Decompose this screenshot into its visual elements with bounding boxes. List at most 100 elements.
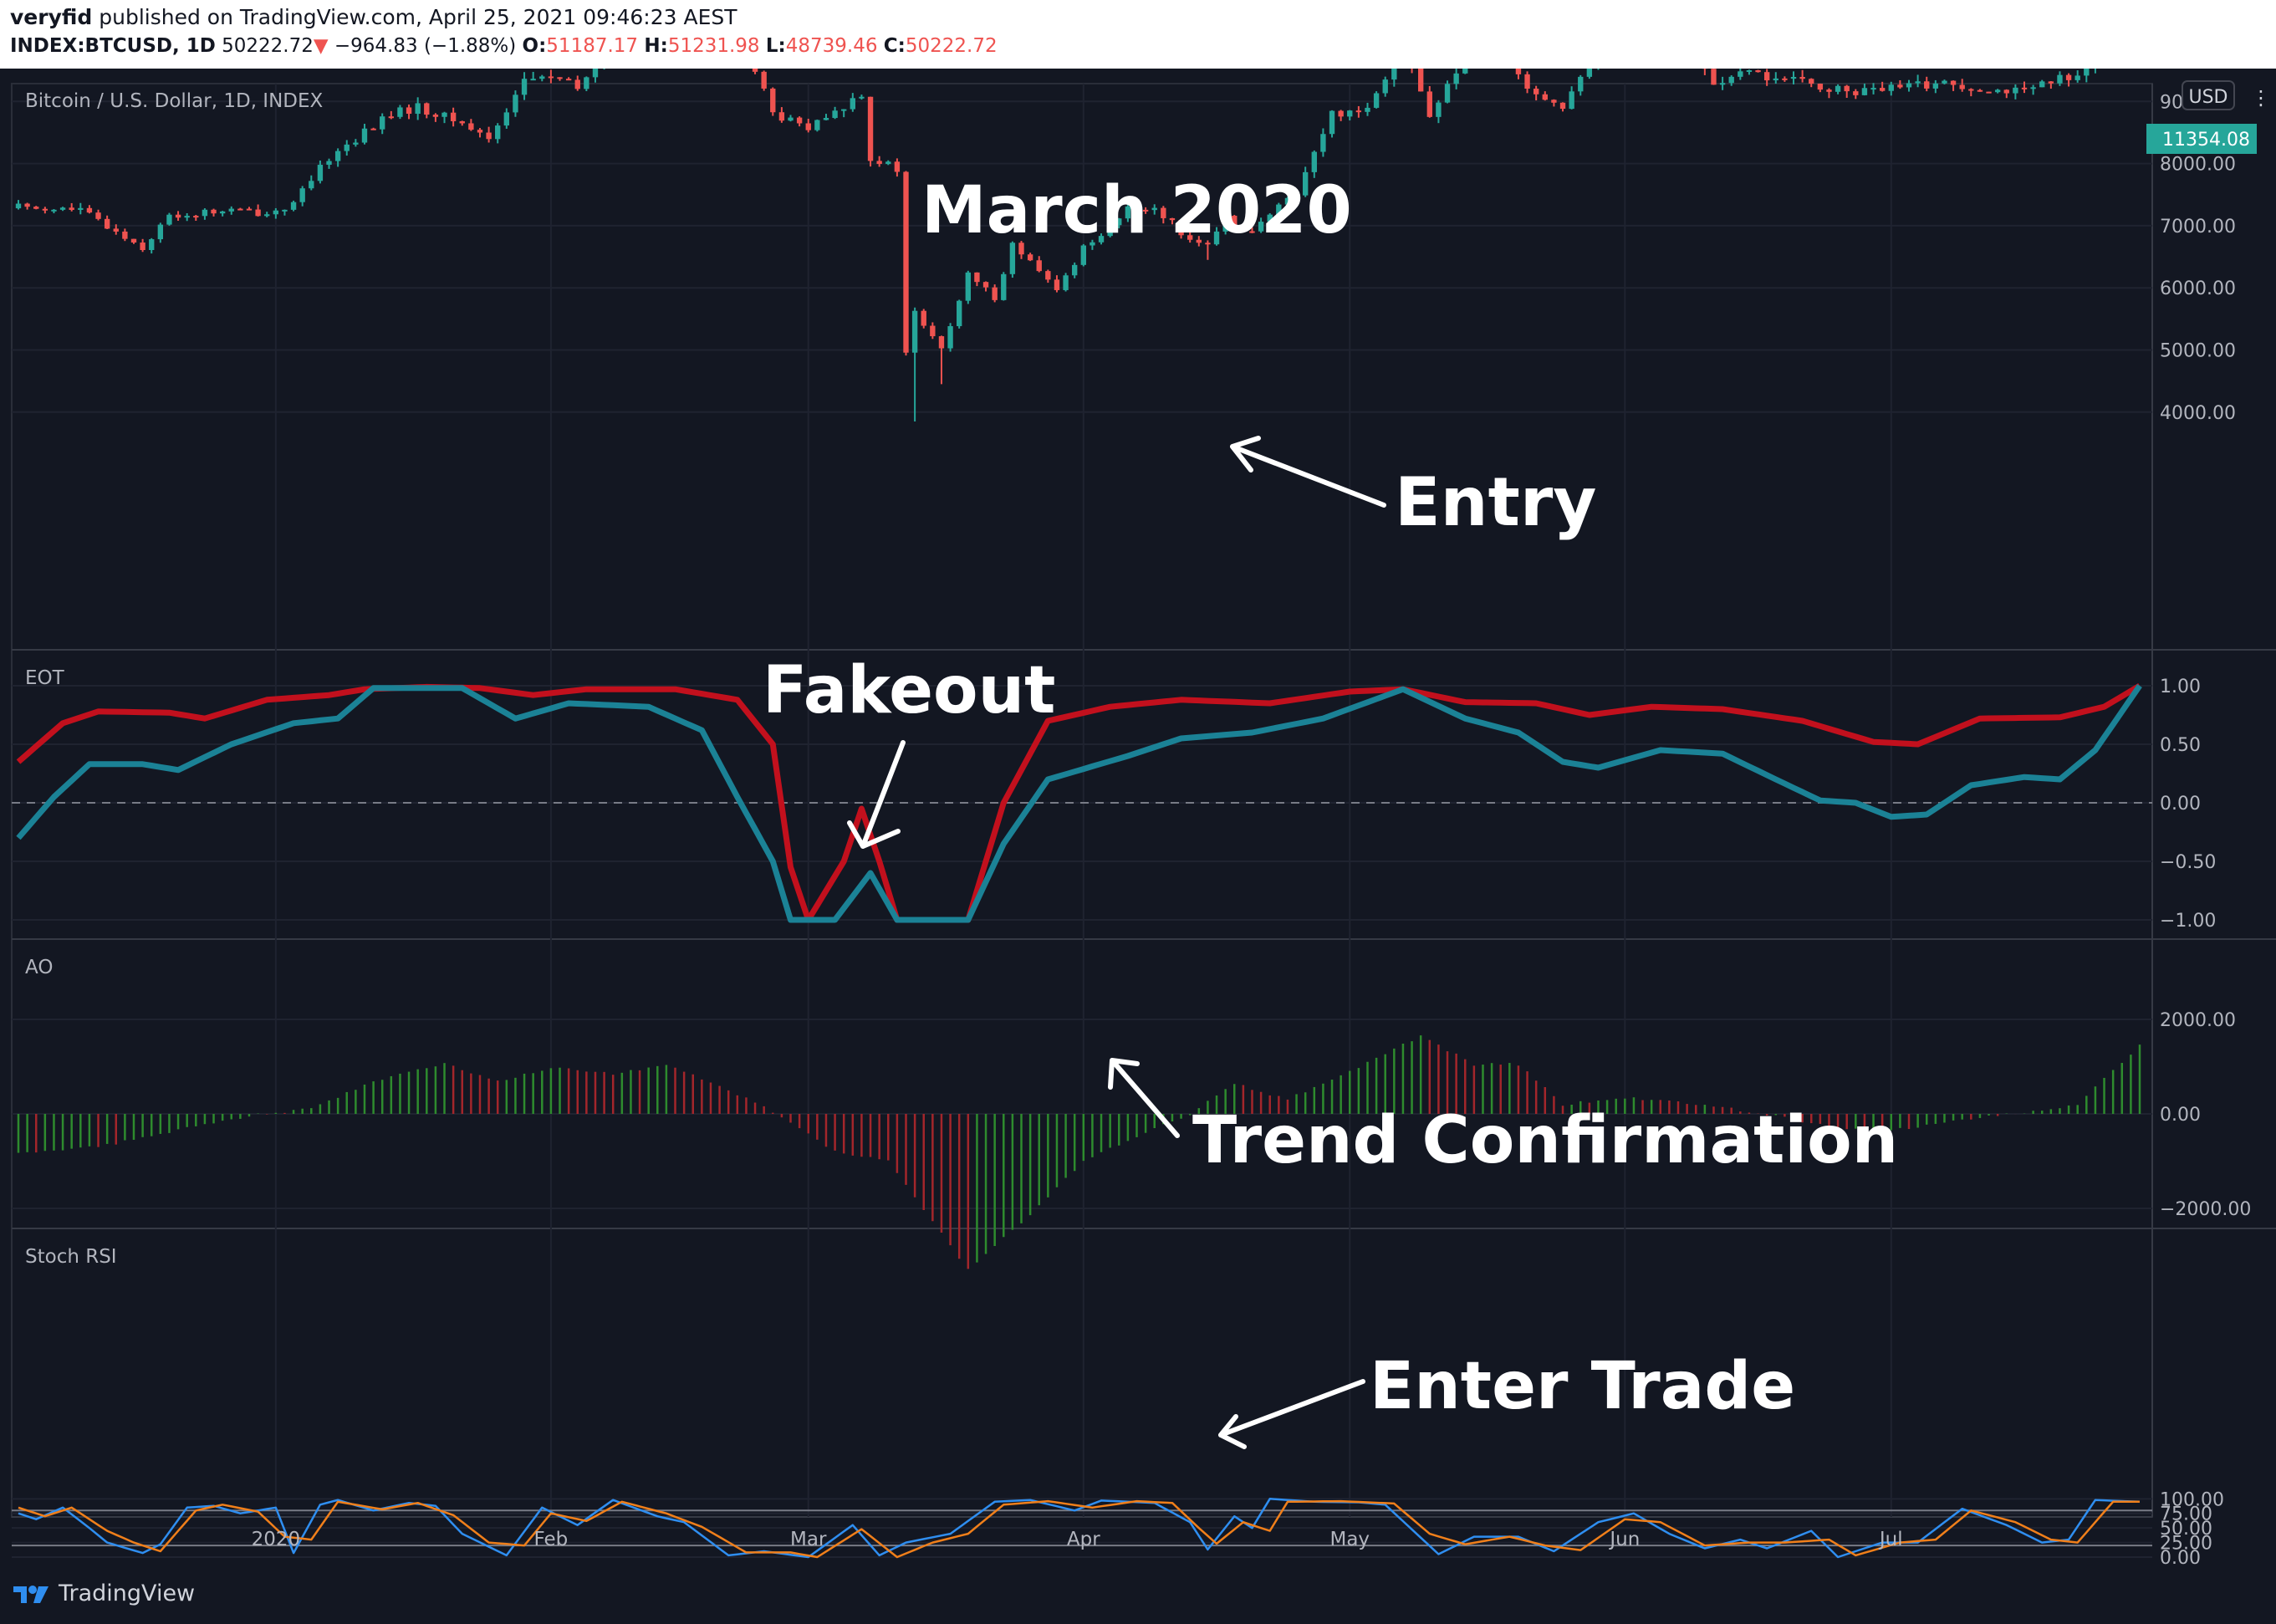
candle-body[interactable]	[1578, 76, 1584, 92]
candle-body[interactable]	[1551, 100, 1557, 103]
candle-body[interactable]	[1249, 231, 1255, 233]
candle-body[interactable]	[823, 118, 829, 120]
candle-body[interactable]	[841, 109, 847, 111]
candle-body[interactable]	[1763, 72, 1770, 81]
candle-body[interactable]	[539, 76, 545, 79]
candle-body[interactable]	[273, 210, 279, 215]
candle-body[interactable]	[1515, 69, 1522, 74]
candle-body[interactable]	[1373, 93, 1380, 108]
candle-body[interactable]	[1294, 195, 1299, 198]
candle-body[interactable]	[565, 79, 572, 81]
candle-body[interactable]	[1817, 84, 1824, 90]
stoch-d-line[interactable]	[18, 1499, 2140, 1559]
candle-body[interactable]	[1968, 89, 1974, 91]
candle-body[interactable]	[557, 77, 563, 79]
candle-body[interactable]	[1746, 70, 1753, 73]
candle-body[interactable]	[246, 208, 253, 211]
candle-body[interactable]	[1924, 81, 1930, 89]
candle-body[interactable]	[1036, 260, 1042, 272]
candle-body[interactable]	[1338, 110, 1344, 117]
candle-body[interactable]	[1773, 78, 1778, 81]
candle-body[interactable]	[1897, 84, 1903, 88]
candle-body[interactable]	[1063, 275, 1069, 290]
candle-body[interactable]	[1178, 220, 1184, 236]
publisher-name[interactable]: veryfid	[10, 5, 93, 29]
candle-body[interactable]	[921, 310, 926, 326]
candle-body[interactable]	[95, 212, 101, 219]
candle-body[interactable]	[885, 161, 891, 165]
candle-body[interactable]	[850, 98, 856, 110]
candle-body[interactable]	[1738, 71, 1743, 77]
candle-body[interactable]	[1870, 88, 1876, 90]
candle-body[interactable]	[867, 96, 874, 161]
candle-body[interactable]	[1125, 206, 1131, 219]
candle-body[interactable]	[1861, 88, 1868, 95]
candle-body[interactable]	[1826, 89, 1832, 92]
candle-body[interactable]	[1462, 69, 1468, 74]
candle-body[interactable]	[157, 224, 164, 240]
candle-body[interactable]	[353, 142, 359, 145]
candle-body[interactable]	[805, 123, 811, 130]
candle-body[interactable]	[468, 123, 474, 130]
candle-body[interactable]	[42, 208, 48, 211]
candle-body[interactable]	[1755, 70, 1761, 73]
candle-body[interactable]	[122, 231, 128, 239]
candle-body[interactable]	[965, 272, 971, 301]
more-options-icon[interactable]: ⋮	[2251, 86, 2271, 110]
candle-body[interactable]	[2074, 75, 2080, 80]
candle-body[interactable]	[930, 325, 936, 337]
candle-body[interactable]	[1994, 89, 2001, 93]
candle-body[interactable]	[1320, 134, 1326, 152]
candle-body[interactable]	[1347, 110, 1353, 117]
candle-body[interactable]	[1311, 151, 1317, 172]
candle-body[interactable]	[317, 165, 324, 181]
candle-body[interactable]	[24, 203, 30, 207]
candle-body[interactable]	[2039, 81, 2045, 88]
candle-body[interactable]	[770, 88, 776, 113]
candle-body[interactable]	[2048, 81, 2054, 84]
candle-body[interactable]	[59, 207, 66, 210]
candle-body[interactable]	[1853, 91, 1859, 95]
candle-body[interactable]	[1054, 279, 1060, 290]
candle-body[interactable]	[441, 112, 447, 117]
candle-body[interactable]	[495, 125, 501, 140]
candle-body[interactable]	[86, 207, 93, 213]
candle-body[interactable]	[1205, 243, 1211, 245]
candle-body[interactable]	[1790, 77, 1797, 79]
candle-body[interactable]	[814, 120, 820, 130]
candle-body[interactable]	[1835, 85, 1841, 92]
candle-body[interactable]	[1116, 218, 1122, 226]
candle-body[interactable]	[1719, 83, 1726, 85]
candle-body[interactable]	[33, 207, 39, 209]
candle-body[interactable]	[211, 209, 217, 214]
candle-body[interactable]	[432, 115, 439, 117]
candle-body[interactable]	[1533, 89, 1539, 94]
candle-body[interactable]	[1213, 231, 1220, 245]
candle-body[interactable]	[1169, 217, 1176, 221]
candle-body[interactable]	[450, 112, 457, 121]
candle-body[interactable]	[1355, 110, 1362, 113]
candle-body[interactable]	[1444, 84, 1451, 103]
candle-body[interactable]	[513, 94, 518, 113]
candle-body[interactable]	[202, 209, 208, 217]
candle-body[interactable]	[1187, 235, 1193, 240]
candle-body[interactable]	[1302, 171, 1309, 196]
candle-body[interactable]	[406, 107, 412, 115]
candle-body[interactable]	[876, 161, 882, 165]
candle-body[interactable]	[255, 209, 261, 217]
candle-body[interactable]	[584, 77, 589, 89]
candle-body[interactable]	[361, 128, 368, 143]
candle-body[interactable]	[175, 214, 181, 218]
candle-body[interactable]	[1728, 76, 1734, 84]
price-candles[interactable]	[15, 69, 2142, 421]
candle-body[interactable]	[299, 188, 305, 202]
candle-body[interactable]	[1942, 80, 1947, 84]
candle-body[interactable]	[1382, 79, 1388, 94]
candle-body[interactable]	[1809, 79, 1814, 84]
candle-body[interactable]	[1258, 222, 1264, 232]
candle-body[interactable]	[1276, 204, 1282, 215]
candle-body[interactable]	[219, 211, 226, 214]
stoch-rsi-lines[interactable]	[18, 1498, 2141, 1559]
candle-body[interactable]	[228, 208, 234, 212]
candle-body[interactable]	[832, 110, 838, 119]
